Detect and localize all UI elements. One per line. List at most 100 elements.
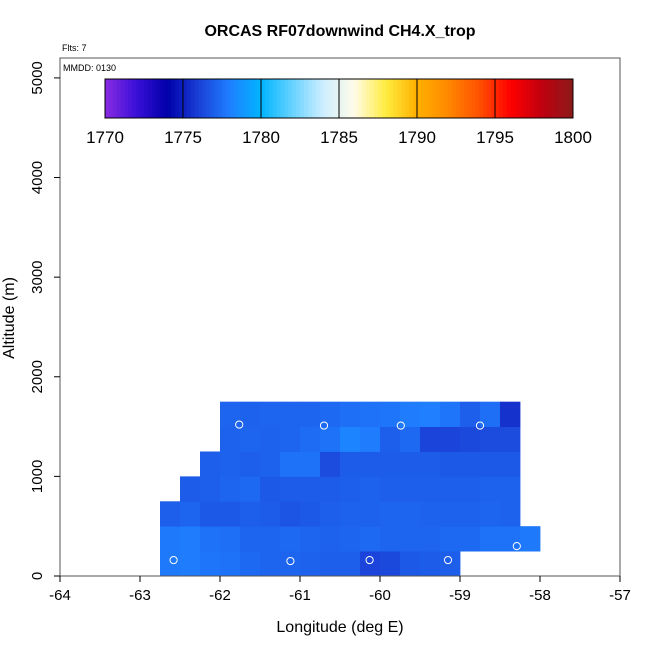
colorbar-segment [397, 79, 402, 118]
heatmap-cell [260, 526, 281, 552]
heatmap-cell [400, 476, 421, 502]
colorbar-segment [424, 79, 430, 118]
colorbar-segment [108, 79, 114, 118]
heatmap-cell [360, 526, 381, 552]
heatmap-cell [240, 476, 261, 502]
colorbar-segment [331, 79, 336, 118]
colorbar-segment [253, 79, 258, 118]
colorbar-segment [346, 79, 352, 118]
colorbar-segment [190, 79, 196, 118]
heatmap-cell [200, 526, 221, 552]
heatmap-cell [380, 401, 401, 427]
heatmap-cell [220, 526, 241, 552]
colorbar-segment [167, 79, 172, 118]
colorbar-segment [495, 79, 500, 118]
colorbar-segment [553, 79, 558, 118]
heatmap-cell [480, 451, 501, 477]
flight-point [169, 555, 178, 565]
colorbar-segment [229, 79, 235, 118]
heatmap-cell [500, 401, 521, 427]
plot-frame [59, 57, 621, 577]
colorbar-segment [506, 79, 512, 118]
colorbar-segment [214, 79, 219, 118]
heatmap-cell [420, 526, 441, 552]
x-tick-label: -58 [529, 587, 551, 604]
heatmap-cell [420, 501, 441, 527]
colorbar-segment [366, 79, 371, 118]
heatmap-cell [180, 551, 201, 577]
x-tick-label: -60 [369, 587, 391, 604]
colorbar-segment [354, 79, 359, 118]
heatmap-cell [440, 426, 461, 452]
heatmap-cell [200, 551, 221, 577]
colorbar-tick-label: 1770 [86, 128, 124, 147]
colorbar-segment [315, 79, 320, 118]
colorbar-segment [264, 79, 270, 118]
heatmap-cell [340, 551, 361, 577]
heatmap-cell [340, 526, 361, 552]
colorbar-segment [136, 79, 141, 118]
colorbar-segment [448, 79, 453, 118]
colorbar-segment [335, 79, 340, 118]
colorbar-segment [303, 79, 309, 118]
heatmap-cell [500, 476, 521, 502]
heatmap-cell [280, 401, 301, 427]
colorbar-segment [381, 79, 387, 118]
heatmap-cell [400, 426, 421, 452]
colorbar-segment [487, 79, 492, 118]
heatmap-cell [500, 451, 521, 477]
heatmap-cell [280, 526, 301, 552]
heatmap-cell [220, 551, 241, 577]
colorbar-segment [362, 79, 367, 118]
flight-point [396, 421, 405, 430]
colorbar-segment [463, 79, 469, 118]
heatmap-cell [300, 551, 321, 577]
colorbar-segment [510, 79, 515, 118]
colorbar-segment [401, 79, 406, 118]
heatmap-cell [260, 551, 281, 577]
heatmap-cell [260, 426, 281, 452]
colorbar-segment [147, 79, 153, 118]
heatmap-cell [280, 426, 301, 452]
colorbar-segment [374, 79, 379, 118]
colorbar-segment [175, 79, 180, 118]
x-tick-label: -61 [289, 587, 311, 604]
colorbar-segment [233, 79, 239, 118]
heatmap-cell [180, 476, 201, 502]
colorbar-segment [378, 79, 383, 118]
heatmap-cell [340, 451, 361, 477]
heatmap-cell [260, 401, 281, 427]
x-axis: -64 -63 -62 -61 -60 -59 -58 -57 [49, 576, 631, 604]
heatmap-cell [180, 526, 201, 552]
colorbar-segment [120, 79, 125, 118]
colorbar-segment [307, 79, 313, 118]
colorbar-segment [530, 79, 535, 118]
flight-point [365, 555, 374, 565]
colorbar-segment [105, 79, 110, 118]
heatmap-cell [460, 451, 481, 477]
colorbar-segment [459, 79, 465, 118]
colorbar-segment [565, 79, 570, 118]
colorbar-segment [323, 79, 328, 118]
colorbar-segment [452, 79, 457, 118]
colorbar-segment [350, 79, 356, 118]
flight-point [475, 421, 485, 430]
colorbar-tick-label: 1780 [242, 128, 280, 147]
heatmap-cell [360, 451, 381, 477]
x-tick-label: -62 [209, 587, 231, 604]
heatmap-cell [400, 401, 421, 427]
colorbar-segment [389, 79, 395, 118]
heatmap-cell [440, 401, 461, 427]
colorbar-segment [155, 79, 161, 118]
colorbar-segment [144, 79, 149, 118]
heatmap-cell [160, 526, 181, 552]
colorbar-segment [218, 79, 223, 118]
colorbar-segment [284, 79, 289, 118]
heatmap-cell [260, 501, 281, 527]
heatmap-cell [380, 551, 401, 577]
heatmap-cell [300, 451, 321, 477]
heatmap-cell [300, 426, 321, 452]
heatmap-cell [420, 551, 441, 577]
colorbar-segment [417, 79, 422, 118]
